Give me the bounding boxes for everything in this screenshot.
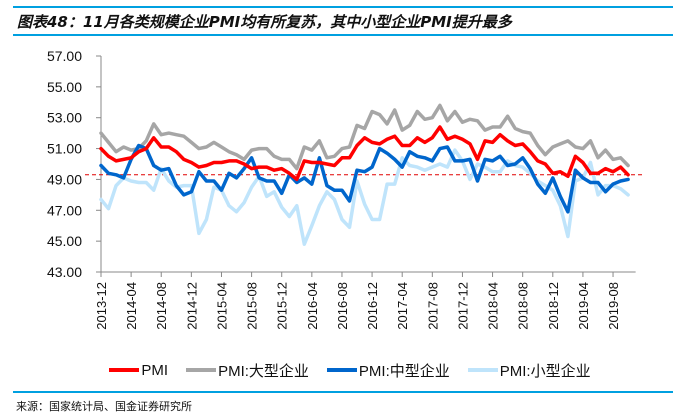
y-tick-label: 51.00	[47, 141, 82, 157]
chart-title: 图表48：11月各类规模企业PMI均有所复苏，其中小型企业PMI提升最多	[17, 13, 512, 31]
y-tick-label: 43.00	[47, 264, 82, 280]
series-line-medium	[99, 143, 630, 214]
x-tick-label: 2016-12	[365, 282, 380, 330]
legend-swatch-small	[467, 368, 498, 372]
series-line-small	[99, 148, 630, 246]
x-tick-label: 2014-08	[154, 282, 169, 330]
legend: PMI PMI:大型企业 PMI:中型企业 PMI:小型企业	[70, 358, 630, 382]
legend-label-medium: PMI:中型企业	[358, 362, 450, 380]
line-chart: 43.00 45.00 47.00 49.00 51.00 53.00 55.00 57.00…	[47, 48, 644, 330]
x-tick-label: 2015-08	[245, 282, 260, 330]
x-tick-label: 2015-12	[275, 282, 290, 330]
title-bar: 图表48：11月各类规模企业PMI均有所复苏，其中小型企业PMI提升最多	[13, 6, 673, 36]
legend-swatch-pmi	[109, 368, 140, 372]
x-tick-label: 2016-08	[335, 282, 350, 330]
legend-swatch-medium	[326, 368, 357, 372]
y-tick-label: 45.00	[47, 233, 82, 249]
y-tick-label: 47.00	[47, 202, 82, 218]
x-tick-label: 2017-08	[425, 282, 440, 330]
x-tick-label: 2015-04	[214, 282, 229, 330]
x-tick-label: 2013-12	[94, 282, 109, 330]
legend-item-pmi: PMI	[109, 362, 168, 379]
x-tick-label: 2018-04	[486, 282, 501, 330]
legend-item-medium: PMI:中型企业	[326, 360, 450, 381]
legend-label-large: PMI:大型企业	[218, 362, 309, 380]
x-tick-label: 2014-04	[124, 282, 139, 330]
x-tick-label: 2014-12	[184, 282, 199, 330]
series-line-large	[99, 103, 630, 171]
series-line-pmi	[99, 125, 630, 182]
legend-label-pmi: PMI	[141, 361, 169, 379]
y-tick-label: 49.00	[47, 171, 82, 187]
x-tick-label: 2018-08	[516, 282, 531, 330]
x-tick-label: 2018-12	[546, 282, 561, 330]
legend-item-large: PMI:大型企业	[186, 360, 309, 381]
legend-item-small: PMI:小型企业	[467, 360, 591, 381]
x-tick-label: 2017-12	[455, 282, 470, 330]
legend-label-small: PMI:小型企业	[499, 362, 591, 380]
x-tick-label: 2019-08	[606, 282, 621, 330]
y-tick-label: 55.00	[47, 79, 82, 95]
y-tick-label: 53.00	[47, 110, 82, 126]
source-note: 来源：国家统计局、国金证券研究所	[16, 400, 192, 413]
x-tick-label: 2019-04	[576, 282, 591, 330]
legend-swatch-large	[186, 368, 217, 372]
x-tick-label: 2016-04	[305, 282, 320, 330]
x-tick-label: 2017-04	[395, 282, 410, 330]
y-tick-label: 57.00	[47, 48, 82, 64]
source-divider	[13, 391, 673, 393]
